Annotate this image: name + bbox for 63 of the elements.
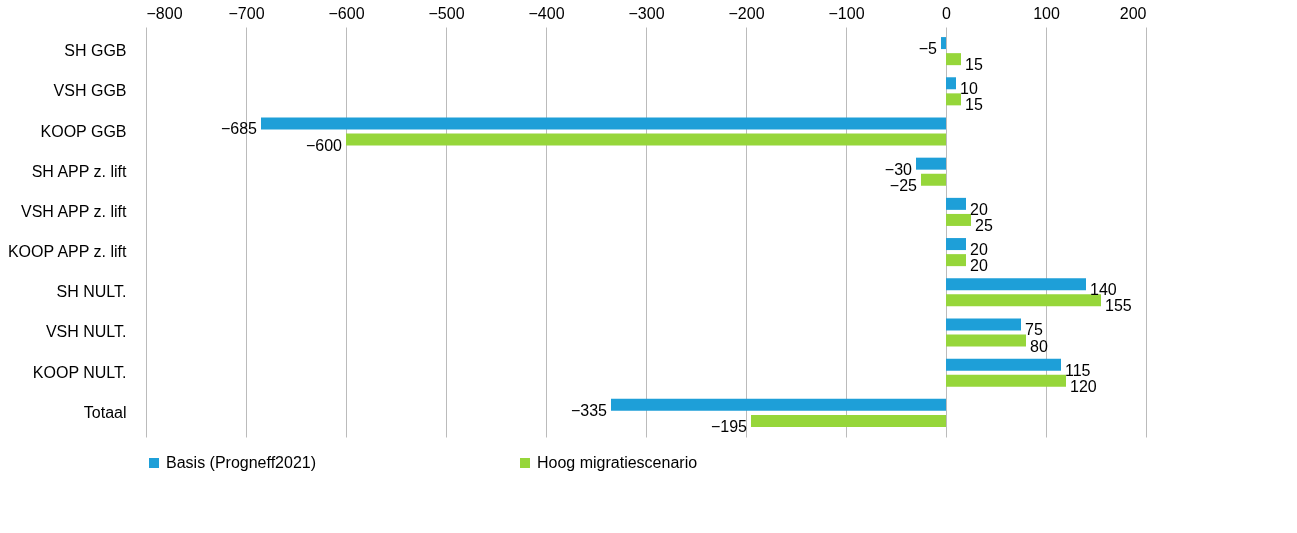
legend-label: Hoog migratiescenario [537, 454, 698, 471]
y-tick-label: SH NULT. [56, 283, 127, 301]
bar [941, 37, 946, 50]
data-label: 120 [1070, 377, 1097, 395]
data-label: −335 [570, 401, 608, 419]
x-tick-label: −400 [528, 4, 565, 22]
data-label: 75 [1025, 321, 1043, 339]
data-label: −685 [220, 120, 258, 138]
bar [346, 133, 946, 146]
bar [916, 157, 946, 170]
bar [261, 117, 946, 130]
bar [946, 197, 966, 210]
data-label: −600 [305, 136, 343, 154]
y-tick-label: VSH GGB [53, 82, 127, 100]
bar [946, 334, 1026, 347]
bar [946, 238, 966, 251]
data-label: 140 [1090, 281, 1117, 299]
y-tick-label: KOOP NULT. [32, 363, 127, 381]
bar [946, 358, 1061, 371]
bar [946, 213, 971, 226]
x-tick-label: −800 [146, 4, 183, 22]
data-label: 10 [960, 80, 978, 98]
y-tick-label: SH APP z. lift [31, 162, 128, 180]
bar [921, 173, 946, 186]
x-tick-label: −200 [728, 4, 765, 22]
y-tick-label: VSH NULT. [45, 323, 127, 341]
y-tick-label: Totaal [83, 403, 127, 421]
data-label: −25 [889, 176, 918, 194]
data-label: 115 [1065, 361, 1091, 379]
bar [946, 93, 961, 106]
data-label: 15 [965, 56, 983, 74]
data-label: 25 [975, 216, 993, 234]
bar [946, 77, 956, 90]
y-tick-label: VSH APP z. lift [20, 202, 128, 220]
x-tick-label: 100 [1033, 4, 1060, 22]
data-label: −195 [710, 417, 748, 435]
bar [946, 294, 1101, 307]
data-label: 20 [970, 200, 988, 218]
data-label: 20 [970, 257, 988, 275]
x-tick-label: −600 [328, 4, 365, 22]
data-label: −5 [918, 40, 938, 58]
bar [751, 414, 946, 427]
x-tick-label: 0 [942, 4, 952, 22]
x-tick-label: −500 [428, 4, 465, 22]
data-label: −30 [884, 160, 913, 178]
y-tick-label: KOOP GGB [40, 122, 127, 140]
data-label: 15 [965, 96, 983, 114]
data-label: 20 [970, 241, 988, 259]
x-tick-label: −700 [228, 4, 265, 22]
x-tick-label: −300 [628, 4, 665, 22]
bar [946, 374, 1066, 387]
bar [946, 53, 961, 66]
bar [611, 398, 946, 411]
legend-label: Basis (Progneff2021) [166, 454, 317, 471]
data-label: 80 [1030, 337, 1048, 355]
bar [946, 278, 1086, 291]
y-tick-label: SH GGB [64, 42, 127, 60]
x-tick-label: 200 [1119, 4, 1147, 22]
bar [946, 318, 1021, 331]
y-tick-label: KOOP APP z. lift [7, 243, 128, 261]
bar [946, 254, 966, 267]
data-label: 155 [1105, 297, 1132, 315]
x-tick-label: −100 [828, 4, 865, 22]
